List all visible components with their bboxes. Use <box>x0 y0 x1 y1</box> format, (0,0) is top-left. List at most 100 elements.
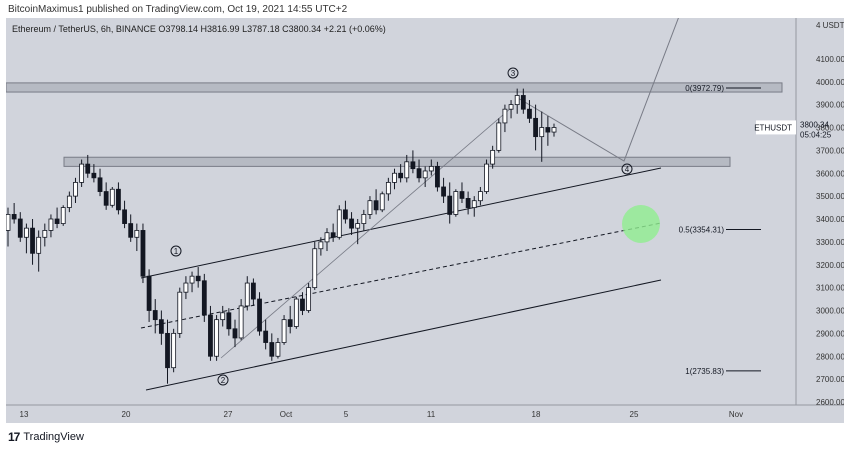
y-axis-unit-label: 4 USDT <box>816 21 844 30</box>
candle-body <box>551 127 557 133</box>
publish-text: BitcoinMaximus1 published on TradingView… <box>8 4 348 15</box>
candle-body <box>48 218 54 231</box>
candle-body <box>177 291 183 334</box>
candle-body <box>514 95 520 106</box>
y-tick-label: 3900.00 <box>816 101 844 110</box>
y-tick-label: 4100.00 <box>816 55 844 64</box>
candle-body <box>385 181 391 195</box>
candle-body <box>300 298 305 311</box>
candle-body <box>146 275 152 311</box>
candle-body <box>60 207 66 224</box>
symbol-tag-text: ETHUSDT <box>754 123 792 132</box>
candle-body <box>103 191 109 206</box>
candle-body <box>158 319 164 334</box>
candle-body <box>533 117 538 138</box>
candle-body <box>496 122 502 151</box>
x-tick-label: Oct <box>280 410 293 419</box>
y-tick-label: 3800.00 <box>816 124 844 133</box>
candle-body <box>502 108 508 124</box>
candle-body <box>226 312 232 330</box>
resistance-zone <box>63 156 731 167</box>
close-value: 3800.34 <box>288 24 322 34</box>
wave-label-circle <box>507 67 519 79</box>
candle-body <box>42 230 48 238</box>
candle-body <box>122 209 127 224</box>
candle-body <box>490 149 496 165</box>
close-label: C <box>282 24 289 34</box>
candle-body <box>85 163 91 174</box>
fib-level-label: 1(2735.83) <box>685 367 724 376</box>
projection-path <box>517 0 686 162</box>
candle-body <box>410 161 416 170</box>
open-value: 3798.14 <box>165 24 198 34</box>
candle-body <box>54 218 60 224</box>
x-tick-label: 20 <box>122 410 131 419</box>
candle-body <box>336 209 342 238</box>
candle-body <box>349 218 354 229</box>
candle-body <box>343 209 348 220</box>
x-tick-label: 25 <box>630 410 639 419</box>
wave-label-text: 4 <box>625 165 630 174</box>
candle-body <box>527 108 532 119</box>
price-axis-panel <box>796 18 844 405</box>
y-tick-label: 3500.00 <box>816 192 844 201</box>
y-tick-label: 3100.00 <box>816 284 844 293</box>
candle-body <box>140 230 146 277</box>
change-value: +2.21 (+0.06%) <box>323 24 386 34</box>
candle-body <box>11 214 17 220</box>
x-tick-label: 5 <box>344 410 349 419</box>
candle-body <box>398 172 404 179</box>
publish-header: BitcoinMaximus1 published on TradingView… <box>0 0 850 18</box>
candle-body <box>312 248 318 289</box>
candle-body <box>232 328 238 339</box>
y-tick-label: 3000.00 <box>816 307 844 316</box>
candlestick-chart[interactable]: 2600.00 2700.00 2800.00 2900.00 3000.00 3100.… <box>5 0 845 423</box>
candle-body <box>373 200 379 211</box>
low-value: 3787.18 <box>247 24 280 34</box>
candle-body <box>183 282 189 293</box>
low-label: L <box>242 24 248 34</box>
y-tick-label: 2900.00 <box>816 329 844 338</box>
y-tick-label: 3700.00 <box>816 146 844 155</box>
high-label: H <box>200 24 208 34</box>
candle-body <box>355 223 361 229</box>
candle-body <box>152 310 158 321</box>
candle-body <box>361 214 367 224</box>
candle-body <box>250 282 256 300</box>
candle-body <box>97 177 103 192</box>
candle-body <box>189 275 195 284</box>
wave-label-circle <box>170 245 182 257</box>
candle-body <box>30 227 35 254</box>
x-tick-label: 11 <box>427 410 436 419</box>
candle-body <box>201 280 207 316</box>
price-tag-value: 3800.34 <box>800 120 829 129</box>
y-tick-label: 2800.00 <box>816 352 844 361</box>
footer: 17 TradingView <box>8 430 84 444</box>
candle-body <box>128 223 134 238</box>
candle-body <box>306 287 312 311</box>
channel-upper-line <box>140 167 662 279</box>
y-tick-label: 4000.00 <box>816 78 844 87</box>
candle-body <box>428 165 434 172</box>
chart-area[interactable]: 2600.00 2700.00 2800.00 2900.00 3000.00 3100.… <box>5 0 845 423</box>
candle-body <box>214 319 219 357</box>
candle-body <box>275 342 281 357</box>
open-label: O <box>158 24 166 34</box>
candle-body <box>367 200 373 215</box>
candle-body <box>459 191 465 199</box>
candle-body <box>416 168 422 179</box>
candle-body <box>484 163 489 192</box>
candle-body <box>465 198 471 208</box>
candle-body <box>171 332 177 369</box>
candle-body <box>508 104 514 110</box>
candle-body <box>195 275 201 282</box>
candle-body <box>422 170 428 179</box>
symbol-line: Ethereum / TetherUS, 6h, BINANCE <box>12 24 156 34</box>
candle-body <box>73 181 78 197</box>
candle-body <box>109 188 115 206</box>
candle-body <box>281 319 287 343</box>
candle-body <box>24 227 29 238</box>
candle-body <box>539 127 545 138</box>
x-tick-label: 18 <box>532 410 541 419</box>
candle-body <box>244 282 250 307</box>
